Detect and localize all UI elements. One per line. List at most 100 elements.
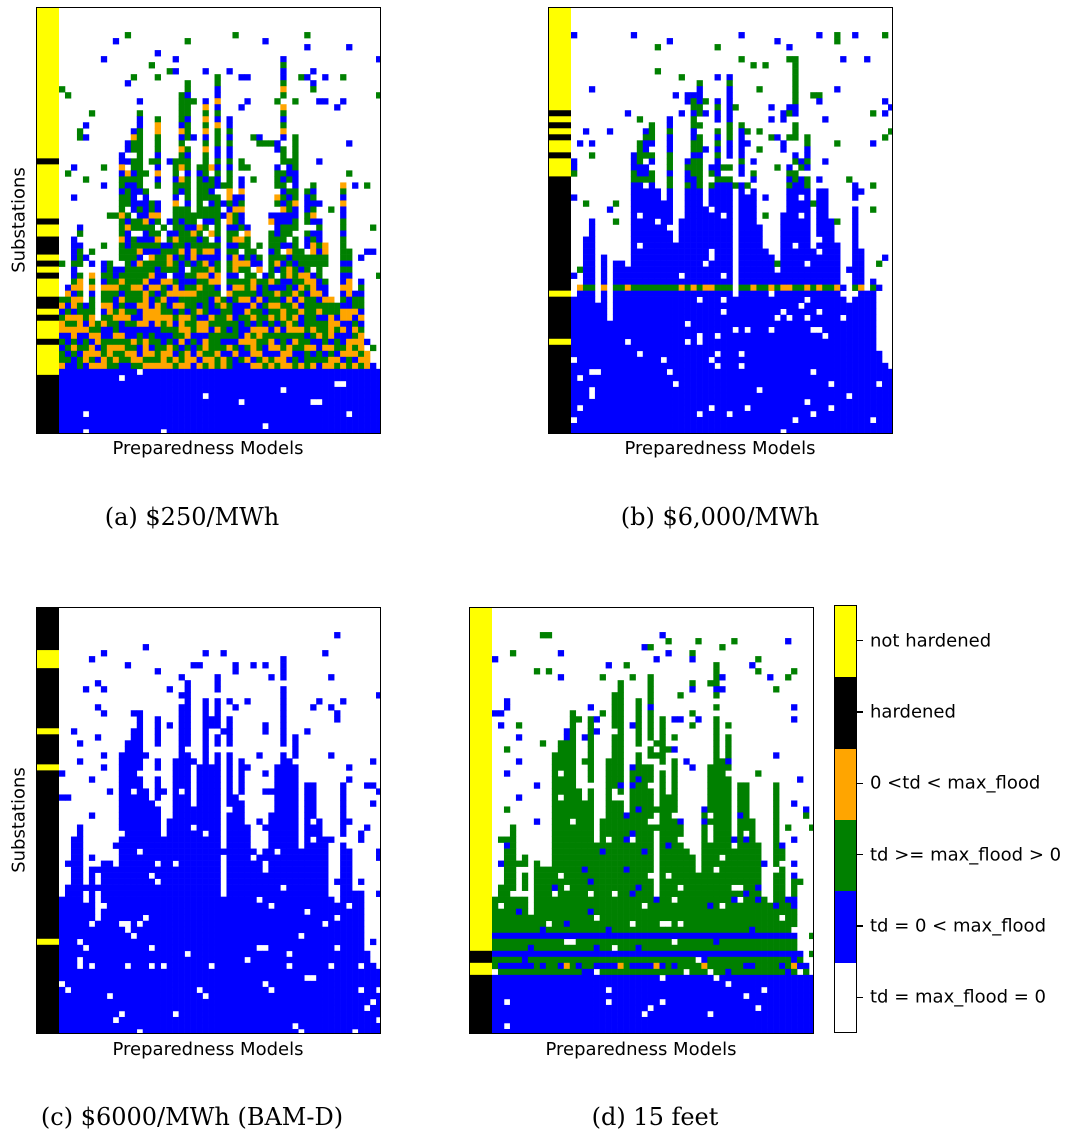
heatmap-cell: [684, 200, 691, 207]
heatmap-cell: [88, 938, 96, 946]
heatmap-cell: [840, 416, 847, 424]
heatmap-cell: [292, 314, 299, 322]
heatmap-cell: [756, 254, 763, 261]
heatmap-cell: [172, 974, 179, 982]
heatmap-cell: [232, 296, 239, 303]
heatmap-cell: [322, 260, 329, 267]
heatmap-cell: [834, 272, 841, 279]
heatmap-cell: [238, 242, 245, 249]
heatmap-cell: [118, 380, 126, 388]
heatmap-cell: [106, 266, 114, 273]
heatmap-cell: [828, 230, 835, 237]
heatmap-cell: [792, 230, 799, 237]
heatmap-cell: [588, 350, 596, 358]
heatmap-cell: [70, 422, 78, 430]
heatmap-cell: [184, 164, 191, 171]
heatmap-cell: [160, 404, 167, 412]
heatmap-cell: [738, 398, 745, 406]
heatmap-cell: [612, 290, 620, 297]
heatmap-cell: [59, 326, 66, 334]
heatmap-cell: [762, 296, 769, 303]
heatmap-cell: [172, 992, 179, 1000]
heatmap-cell: [304, 44, 311, 51]
heatmap-cell: [202, 158, 209, 165]
heatmap-cell: [286, 356, 293, 364]
heatmap-cell: [202, 350, 209, 358]
heatmap-cell: [846, 320, 853, 328]
heatmap-cell: [684, 326, 691, 334]
heatmap-cell: [358, 284, 365, 291]
heatmap-cell: [148, 380, 156, 388]
heatmap-cell: [112, 1028, 120, 1033]
heatmap-cell: [882, 374, 889, 382]
heatmap-cell: [708, 368, 715, 376]
heatmap-cell: [316, 290, 323, 297]
heatmap-cell: [184, 722, 191, 729]
heatmap-cell: [136, 392, 144, 400]
heatmap-cell: [328, 386, 335, 394]
heatmap-cell: [768, 272, 775, 279]
heatmap-cell: [684, 404, 691, 412]
heatmap-cell: [690, 290, 697, 297]
heatmap-cell: [316, 278, 323, 285]
heatmap-cell: [322, 290, 329, 297]
heatmap-cell: [310, 320, 317, 328]
heatmap-cell: [352, 410, 359, 418]
heatmap-cell: [59, 1010, 66, 1018]
heatmap-cell: [292, 182, 299, 189]
heatmap-cell: [76, 884, 84, 891]
heatmap-cell: [654, 320, 662, 328]
heatmap-cell: [600, 344, 608, 352]
heatmap-cell: [630, 302, 638, 310]
heatmap-cell: [172, 200, 179, 207]
heatmap-cell: [322, 248, 329, 255]
heatmap-cell: [690, 380, 697, 388]
heatmap-cell: [82, 950, 90, 958]
heatmap-cell: [142, 200, 150, 207]
heatmap-cell: [76, 968, 84, 976]
heatmap-cell: [696, 248, 703, 255]
heatmap-cell: [738, 32, 745, 39]
heatmap-cell: [142, 350, 150, 358]
heatmap-cell: [130, 302, 138, 310]
heatmap-cell: [666, 116, 673, 123]
heatmap-cell: [618, 350, 626, 358]
heatmap-cell: [582, 320, 590, 328]
heatmap-cell: [696, 92, 703, 99]
heatmap-cell: [334, 302, 341, 310]
heatmap-cell: [690, 158, 697, 165]
heatmap-cell: [630, 428, 638, 433]
heatmap-cell: [840, 356, 847, 364]
heatmap-cell: [732, 320, 739, 328]
heatmap-cell: [286, 164, 293, 171]
heatmap-cell: [690, 284, 697, 291]
heatmap-cell: [154, 830, 161, 837]
heatmap-cell: [852, 338, 859, 346]
heatmap-cell: [798, 260, 805, 267]
heatmap-cell: [64, 926, 72, 934]
heatmap-cell: [196, 872, 203, 879]
heatmap-cell: [696, 308, 703, 316]
heatmap-cell: [220, 428, 227, 433]
heatmap-cell: [364, 374, 371, 382]
heatmap-cell: [166, 872, 173, 879]
heatmap-cell: [816, 98, 823, 105]
heatmap-cell: [118, 764, 126, 771]
heatmap-cell: [334, 416, 341, 424]
heatmap-cell: [118, 320, 126, 328]
heatmap-cell: [310, 248, 317, 255]
heatmap-cell: [154, 758, 161, 765]
heatmap-cell: [106, 866, 114, 873]
heatmap-cell: [148, 896, 156, 903]
heatmap-cell: [714, 272, 721, 279]
heatmap-cell: [738, 302, 745, 310]
heatmap-cell: [160, 788, 167, 795]
heatmap-cell: [178, 320, 185, 328]
heatmap-cell: [82, 914, 90, 922]
heatmap-cell: [94, 392, 102, 400]
heatmap-cell: [148, 848, 156, 855]
heatmap-cell: [696, 194, 703, 201]
heatmap-cell: [106, 1028, 114, 1033]
heatmap-cell: [804, 344, 811, 352]
heatmap-cell: [208, 164, 215, 171]
